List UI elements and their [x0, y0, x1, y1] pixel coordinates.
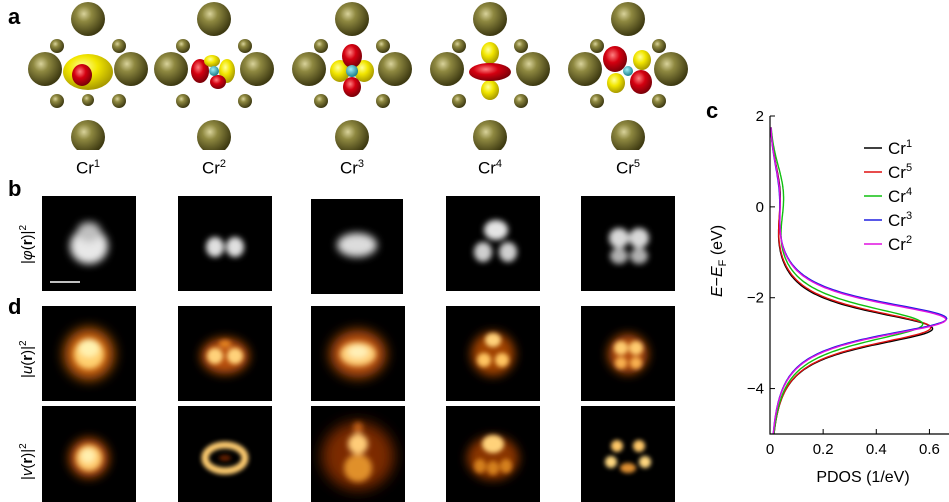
- y-tick-label: 0: [756, 199, 764, 216]
- phi-image-cr3: [311, 199, 403, 294]
- v-image-cr5: [581, 406, 675, 502]
- x-tick-label: 0.6: [919, 441, 940, 458]
- x-axis-label: PDOS (1/eV): [816, 469, 909, 486]
- v-image-cr3: [311, 406, 405, 502]
- orbital-label-cr2: Cr2: [201, 158, 227, 178]
- u-image-cr2: [178, 306, 272, 401]
- panel-label-b: b: [8, 176, 22, 201]
- series-line-cr2: [770, 127, 947, 435]
- x-tick-label: 0: [766, 441, 774, 458]
- panel-label-d: d: [8, 294, 22, 319]
- series-line-cr4: [770, 127, 924, 435]
- u-image-cr5: [581, 306, 675, 401]
- legend-label: Cr4: [888, 186, 912, 206]
- legend-label: Cr3: [888, 210, 912, 230]
- phi-image-cr2: [178, 196, 272, 291]
- orbital-label-cr4: Cr4: [477, 158, 503, 178]
- orbital-cr5: [568, 2, 688, 150]
- orbital-label-cr3: Cr3: [339, 158, 365, 178]
- u-image-cr3: [311, 306, 405, 401]
- x-tick-label: 0.4: [866, 441, 887, 458]
- y-tick-label: −4: [747, 381, 764, 398]
- y-tick-label: −2: [747, 290, 764, 307]
- phi-image-cr4: [446, 196, 540, 291]
- orbital-cr2: [154, 2, 274, 150]
- orbital-label-cr5: Cr5: [615, 158, 641, 178]
- v-image-cr2: [178, 406, 272, 502]
- phi-image-cr5: [581, 196, 675, 291]
- legend-label: Cr5: [888, 162, 912, 182]
- phi-image-cr1: [42, 196, 136, 291]
- u-image-cr4: [446, 306, 540, 401]
- v-image-cr1: [42, 406, 136, 502]
- orbital-cr4: [430, 2, 550, 150]
- orbital-cr1: [28, 2, 148, 150]
- legend-label: Cr2: [888, 234, 912, 254]
- pdos-chart: Cr1 Cr5 Cr4 Cr3 Cr2 0 0.2 0.4 0.6 −4 −2 0 2 PDOS (1/…: [709, 108, 949, 486]
- x-tick-label: 0.2: [813, 441, 834, 458]
- u-image-cr1: [42, 306, 136, 401]
- row-label-u: |u(r)|2: [18, 340, 36, 378]
- orbital-cr3: [292, 2, 412, 150]
- y-axis-label: E−EF (eV): [709, 225, 729, 297]
- panel-label-a: a: [8, 4, 21, 29]
- row-label-v: |v(r)|2: [18, 443, 36, 480]
- orbital-renderings: [28, 2, 688, 150]
- row-label-phi: |φ(r)|2: [18, 224, 36, 264]
- legend-label: Cr1: [888, 138, 912, 158]
- y-tick-label: 2: [756, 108, 764, 125]
- v-image-cr4: [446, 406, 540, 502]
- orbital-label-cr1: Cr1: [75, 158, 101, 178]
- panel-label-c: c: [706, 98, 719, 123]
